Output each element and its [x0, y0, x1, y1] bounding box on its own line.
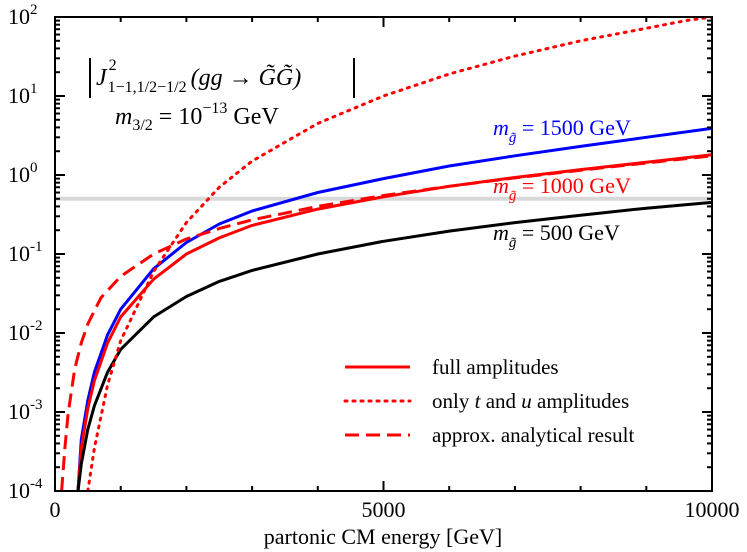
formula-j-sub: 1−1,1/2−1/2: [108, 79, 187, 96]
series-line-3: [86, 17, 712, 491]
legend: full amplitudes only t and u amplitudes …: [343, 355, 635, 447]
y-tick-label: 101: [8, 81, 38, 108]
gravitino-mass-label: m3/2 = 10−13 GeV: [115, 100, 279, 134]
formula-j: J: [96, 65, 108, 91]
x-tick-label: 5000: [362, 497, 406, 522]
x-axis-label: partonic CM energy [GeV]: [264, 524, 502, 549]
y-tick-label: 102: [8, 2, 38, 29]
y-tick-label: 10-3: [8, 397, 43, 424]
formula-text: J 2 1−1,1/2−1/2 (gg → G̃G̃): [96, 57, 301, 96]
tick-layer: 10-4 10-3 10-2 10-1 100 101 102 0 5000 10000: [8, 2, 740, 522]
x-tick-label: 0: [50, 497, 61, 522]
series-line-0: [76, 126, 712, 491]
y-tick-label: 10-2: [8, 318, 43, 345]
x-tick-label: 10000: [685, 497, 740, 522]
series-label-1000: mg̃ = 1000 GeV: [493, 173, 631, 204]
series-layer: [60, 17, 712, 491]
legend-label-t-u: only t and u amplitudes: [432, 389, 629, 413]
y-tick-label: 10-4: [8, 476, 43, 503]
formula-annotation: J 2 1−1,1/2−1/2 (gg → G̃G̃) m3/2 = 10−13 Ge…: [89, 57, 355, 134]
y-tick-label: 100: [8, 160, 38, 187]
legend-label-full: full amplitudes: [432, 355, 559, 379]
formula-j-sup: 2: [109, 57, 117, 74]
series-label-1500: mg̃ = 1500 GeV: [493, 115, 631, 146]
y-tick-label: 10-1: [8, 239, 43, 266]
formula-process: (gg → G̃G̃): [191, 64, 302, 91]
series-line-4: [60, 154, 712, 491]
series-line-2: [76, 200, 712, 491]
legend-label-approx: approx. analytical result: [432, 423, 635, 447]
series-label-500: mg̃ = 500 GeV: [493, 220, 620, 251]
